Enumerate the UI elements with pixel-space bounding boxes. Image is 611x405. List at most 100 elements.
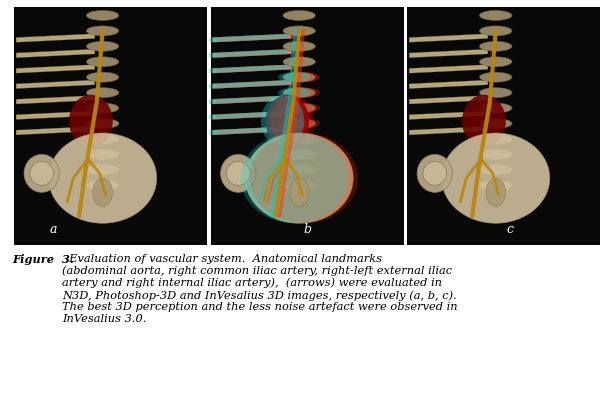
Polygon shape (209, 66, 288, 74)
Ellipse shape (86, 119, 119, 129)
Polygon shape (16, 112, 95, 120)
Ellipse shape (278, 119, 310, 129)
Ellipse shape (480, 88, 512, 98)
Polygon shape (216, 127, 295, 136)
Ellipse shape (261, 96, 304, 148)
Polygon shape (409, 127, 488, 136)
Ellipse shape (283, 134, 315, 145)
Polygon shape (409, 35, 488, 43)
Ellipse shape (486, 179, 505, 207)
Polygon shape (16, 66, 95, 74)
Polygon shape (209, 35, 288, 43)
Ellipse shape (86, 88, 119, 98)
Ellipse shape (480, 11, 512, 21)
Bar (407, 8, 600, 245)
Ellipse shape (278, 134, 310, 145)
Polygon shape (216, 96, 295, 105)
Polygon shape (16, 35, 95, 43)
Ellipse shape (480, 150, 512, 160)
Ellipse shape (480, 104, 512, 114)
Polygon shape (209, 81, 288, 90)
Ellipse shape (480, 165, 512, 175)
Polygon shape (209, 96, 288, 105)
Ellipse shape (480, 42, 512, 52)
Ellipse shape (278, 165, 310, 175)
Ellipse shape (86, 165, 119, 175)
Polygon shape (213, 35, 291, 43)
Ellipse shape (442, 134, 550, 224)
Ellipse shape (86, 134, 119, 145)
Ellipse shape (283, 119, 315, 129)
Ellipse shape (240, 134, 348, 224)
Bar (211, 8, 403, 245)
Polygon shape (213, 66, 291, 74)
Polygon shape (16, 81, 95, 90)
Polygon shape (213, 96, 291, 105)
Text: c: c (507, 223, 514, 236)
Ellipse shape (283, 88, 315, 98)
Ellipse shape (250, 134, 358, 224)
Polygon shape (213, 50, 291, 59)
Polygon shape (16, 127, 95, 136)
Polygon shape (209, 127, 288, 136)
Polygon shape (209, 50, 288, 59)
Ellipse shape (480, 73, 512, 83)
Ellipse shape (86, 181, 119, 191)
Polygon shape (209, 112, 288, 120)
Polygon shape (213, 112, 291, 120)
Ellipse shape (221, 155, 256, 193)
Ellipse shape (86, 58, 119, 68)
Polygon shape (213, 81, 291, 90)
Ellipse shape (86, 104, 119, 114)
Polygon shape (409, 81, 488, 90)
Ellipse shape (417, 155, 453, 193)
Text: Evaluation of vascular system.  Anatomical landmarks
(abdominal aorta, right com: Evaluation of vascular system. Anatomica… (62, 253, 458, 323)
Polygon shape (16, 96, 95, 105)
Ellipse shape (288, 181, 320, 191)
Ellipse shape (423, 162, 447, 186)
Bar (14, 8, 207, 245)
Ellipse shape (290, 179, 309, 207)
Ellipse shape (278, 88, 310, 98)
Ellipse shape (480, 181, 512, 191)
Polygon shape (409, 96, 488, 105)
Ellipse shape (86, 73, 119, 83)
Polygon shape (409, 50, 488, 59)
Ellipse shape (93, 179, 112, 207)
Text: b: b (303, 223, 311, 236)
Ellipse shape (278, 150, 310, 160)
Ellipse shape (480, 119, 512, 129)
Ellipse shape (463, 96, 505, 148)
Ellipse shape (283, 11, 315, 21)
Ellipse shape (480, 27, 512, 37)
Polygon shape (216, 81, 295, 90)
Polygon shape (216, 35, 295, 43)
Polygon shape (216, 112, 295, 120)
Ellipse shape (480, 58, 512, 68)
Ellipse shape (283, 104, 315, 114)
Ellipse shape (283, 42, 315, 52)
Ellipse shape (245, 134, 353, 224)
Ellipse shape (283, 58, 315, 68)
Ellipse shape (278, 181, 310, 191)
Polygon shape (16, 50, 95, 59)
Ellipse shape (288, 73, 320, 83)
Ellipse shape (86, 42, 119, 52)
Ellipse shape (288, 119, 320, 129)
Ellipse shape (278, 104, 310, 114)
Ellipse shape (288, 165, 320, 175)
Ellipse shape (288, 104, 320, 114)
Ellipse shape (283, 27, 315, 37)
Ellipse shape (86, 27, 119, 37)
Text: a: a (49, 223, 57, 236)
Ellipse shape (69, 96, 112, 148)
Ellipse shape (30, 162, 54, 186)
Ellipse shape (480, 134, 512, 145)
Polygon shape (409, 66, 488, 74)
Ellipse shape (288, 88, 320, 98)
Ellipse shape (49, 134, 156, 224)
Ellipse shape (288, 150, 320, 160)
Polygon shape (216, 50, 295, 59)
Polygon shape (213, 127, 291, 136)
Polygon shape (216, 66, 295, 74)
